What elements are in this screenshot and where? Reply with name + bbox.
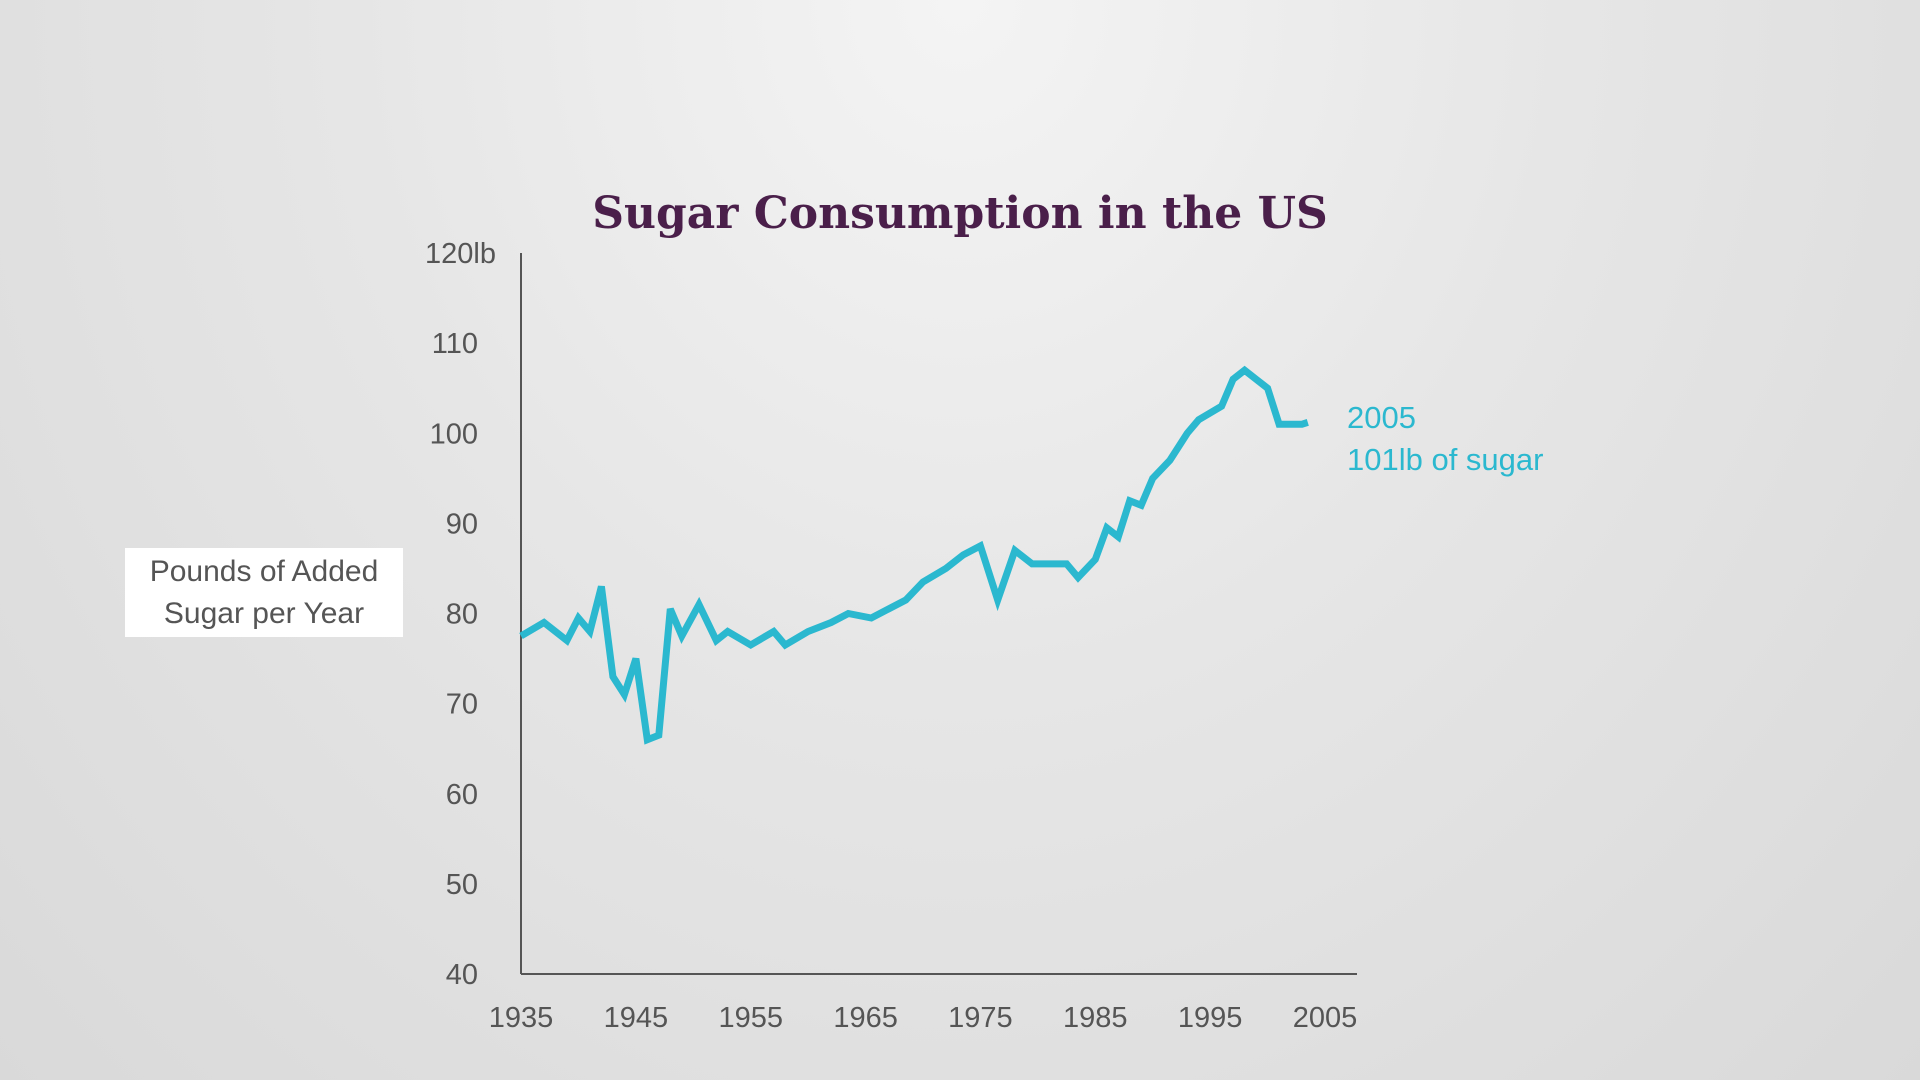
- x-tick-label: 1945: [604, 1002, 669, 1034]
- x-tick-label: 1955: [718, 1002, 783, 1034]
- y-tick-label: 50: [446, 869, 478, 901]
- x-tick-label: 1985: [1063, 1002, 1128, 1034]
- y-axis-label-line-2: Sugar per Year: [163, 596, 365, 630]
- y-axis-label-line-1: Pounds of Added: [149, 554, 379, 588]
- y-tick-label: 40: [446, 959, 478, 991]
- x-tick-label: 1965: [833, 1002, 898, 1034]
- y-tick-label: 110: [432, 328, 478, 360]
- y-tick-labels: 40 50 60 70 80 90 100 110 120lb: [425, 238, 496, 991]
- y-axis-label: Pounds of Added Sugar per Year: [125, 548, 403, 637]
- y-tick-label: 120lb: [425, 238, 496, 270]
- annotation-year: 2005: [1347, 400, 1416, 435]
- y-tick-label: 60: [446, 779, 478, 811]
- x-tick-label: 1935: [489, 1002, 554, 1034]
- y-tick-label: 80: [446, 599, 478, 631]
- x-tick-label: 1995: [1178, 1002, 1243, 1034]
- x-tick-label: 1975: [948, 1002, 1013, 1034]
- chart-title: Sugar Consumption in the US: [592, 188, 1327, 239]
- y-tick-label: 90: [446, 508, 478, 540]
- y-tick-label: 100: [430, 418, 478, 450]
- x-tick-labels: 1935 1945 1955 1965 1975 1985 1995 2005: [489, 1002, 1358, 1034]
- annotation-value: 101lb of sugar: [1347, 442, 1543, 477]
- y-tick-label: 70: [446, 689, 478, 721]
- consumption-series-line: [519, 365, 1309, 745]
- x-tick-label: 2005: [1293, 1002, 1358, 1034]
